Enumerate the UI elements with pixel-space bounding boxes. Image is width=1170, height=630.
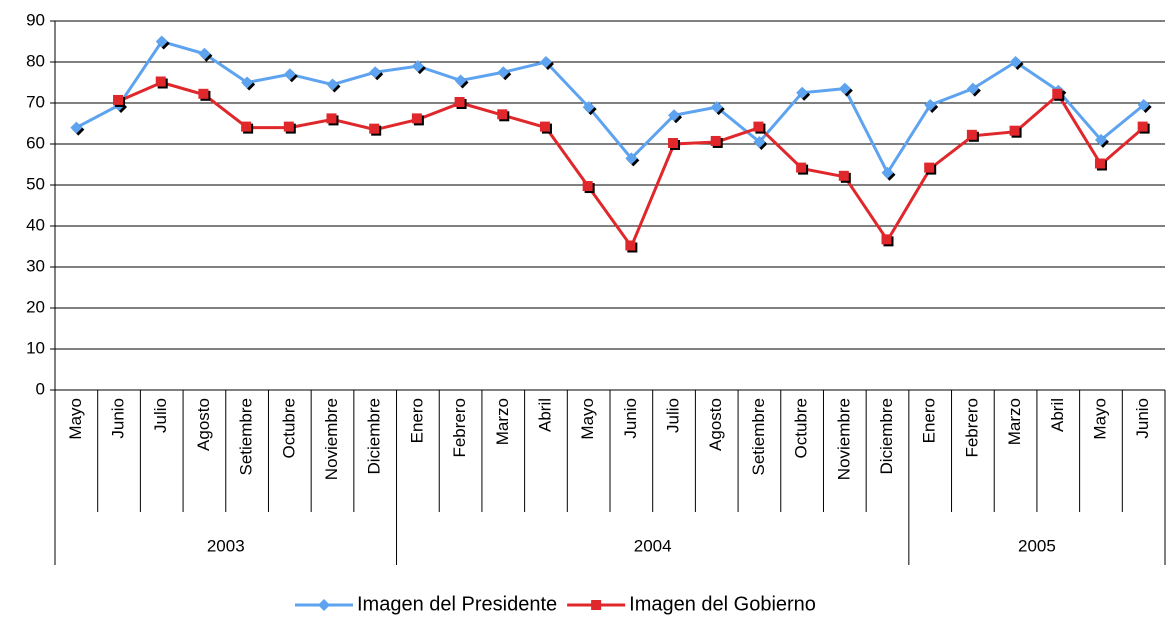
x-tick-label: Junio — [1133, 398, 1152, 439]
point — [582, 181, 593, 192]
point — [539, 56, 552, 68]
point — [326, 78, 339, 91]
point — [1052, 88, 1063, 99]
x-tick-label: Octubre — [792, 398, 811, 458]
point — [454, 74, 467, 87]
y-tick-label: 20 — [26, 297, 45, 316]
point — [625, 152, 638, 165]
x-tick-label: Noviembre — [834, 398, 853, 480]
point — [369, 123, 380, 134]
point — [625, 240, 636, 251]
point — [497, 66, 510, 79]
x-tick-label: Abril — [535, 398, 554, 432]
point — [70, 121, 83, 134]
point — [326, 113, 337, 124]
point — [710, 135, 721, 146]
x-tick-label: Julio — [151, 398, 170, 433]
x-tick-label: Noviembre — [322, 398, 341, 480]
group-label: 2005 — [1018, 536, 1056, 555]
y-tick-label: 60 — [26, 133, 45, 152]
point — [1009, 56, 1022, 68]
point — [753, 121, 764, 132]
point — [155, 76, 166, 87]
x-tick-label: Julio — [664, 398, 683, 433]
point — [582, 101, 595, 114]
point — [924, 99, 937, 112]
point — [881, 234, 892, 245]
legend-label: Imagen del Presidente — [357, 593, 557, 615]
series-line — [118, 80, 1145, 250]
y-tick-label: 0 — [36, 379, 45, 398]
x-tick-label: Setiembre — [749, 398, 768, 475]
group-label: 2003 — [207, 536, 245, 555]
point — [283, 68, 296, 81]
point — [1094, 158, 1105, 169]
y-tick-label: 50 — [26, 174, 45, 193]
point — [966, 82, 979, 95]
point — [198, 47, 211, 60]
point — [1137, 99, 1150, 112]
point — [1009, 125, 1020, 136]
point — [411, 60, 424, 73]
y-tick-label: 10 — [26, 338, 45, 357]
x-tick-label: Agosto — [194, 398, 213, 451]
point — [796, 86, 809, 99]
legend-marker — [591, 600, 602, 610]
x-tick-label: Marzo — [1005, 398, 1024, 445]
legend: Imagen del Presidente Imagen del Gobierno — [295, 593, 816, 615]
x-tick-label: Mayo — [66, 398, 85, 440]
point — [753, 135, 766, 148]
group-label: 2004 — [634, 536, 672, 555]
series-line — [75, 39, 1145, 176]
point — [1137, 121, 1148, 132]
y-tick-label: 30 — [26, 256, 45, 275]
y-tick-label: 40 — [26, 215, 45, 234]
point — [881, 166, 894, 179]
point — [283, 121, 294, 132]
point — [241, 121, 252, 132]
y-tick-label: 80 — [26, 51, 45, 70]
x-tick-label: Abril — [1048, 398, 1067, 432]
legend-marker — [318, 599, 330, 611]
point — [1094, 133, 1107, 146]
point — [710, 101, 723, 114]
x-tick-label: Febrero — [450, 398, 469, 458]
point — [838, 170, 849, 181]
x-tick-label: Diciembre — [877, 398, 896, 475]
y-tick-label: 70 — [26, 92, 45, 111]
point — [838, 82, 851, 95]
point — [369, 66, 382, 79]
x-tick-label: Enero — [920, 398, 939, 443]
x-tick-label: Diciembre — [365, 398, 384, 475]
point — [796, 162, 807, 173]
x-tick-label: Enero — [407, 398, 426, 443]
point — [454, 97, 465, 107]
point — [241, 76, 254, 89]
y-tick-label: 90 — [26, 10, 45, 29]
x-tick-label: Febrero — [962, 398, 981, 458]
x-tick-label: Marzo — [493, 398, 512, 445]
point — [924, 162, 935, 173]
point — [539, 121, 550, 132]
point — [155, 35, 168, 48]
x-tick-label: Mayo — [1090, 398, 1109, 440]
x-tick-label: Octubre — [279, 398, 298, 458]
point — [668, 138, 679, 148]
x-tick-label: Mayo — [578, 398, 597, 440]
x-tick-label: Junio — [109, 398, 128, 439]
point — [113, 94, 124, 105]
point — [198, 88, 209, 99]
x-tick-label: Setiembre — [237, 398, 256, 475]
point — [668, 109, 681, 122]
point — [411, 113, 422, 124]
legend-label: Imagen del Gobierno — [629, 593, 816, 615]
x-tick-label: Agosto — [706, 398, 725, 451]
point — [966, 129, 977, 140]
point — [497, 109, 508, 120]
x-tick-label: Junio — [621, 398, 640, 439]
